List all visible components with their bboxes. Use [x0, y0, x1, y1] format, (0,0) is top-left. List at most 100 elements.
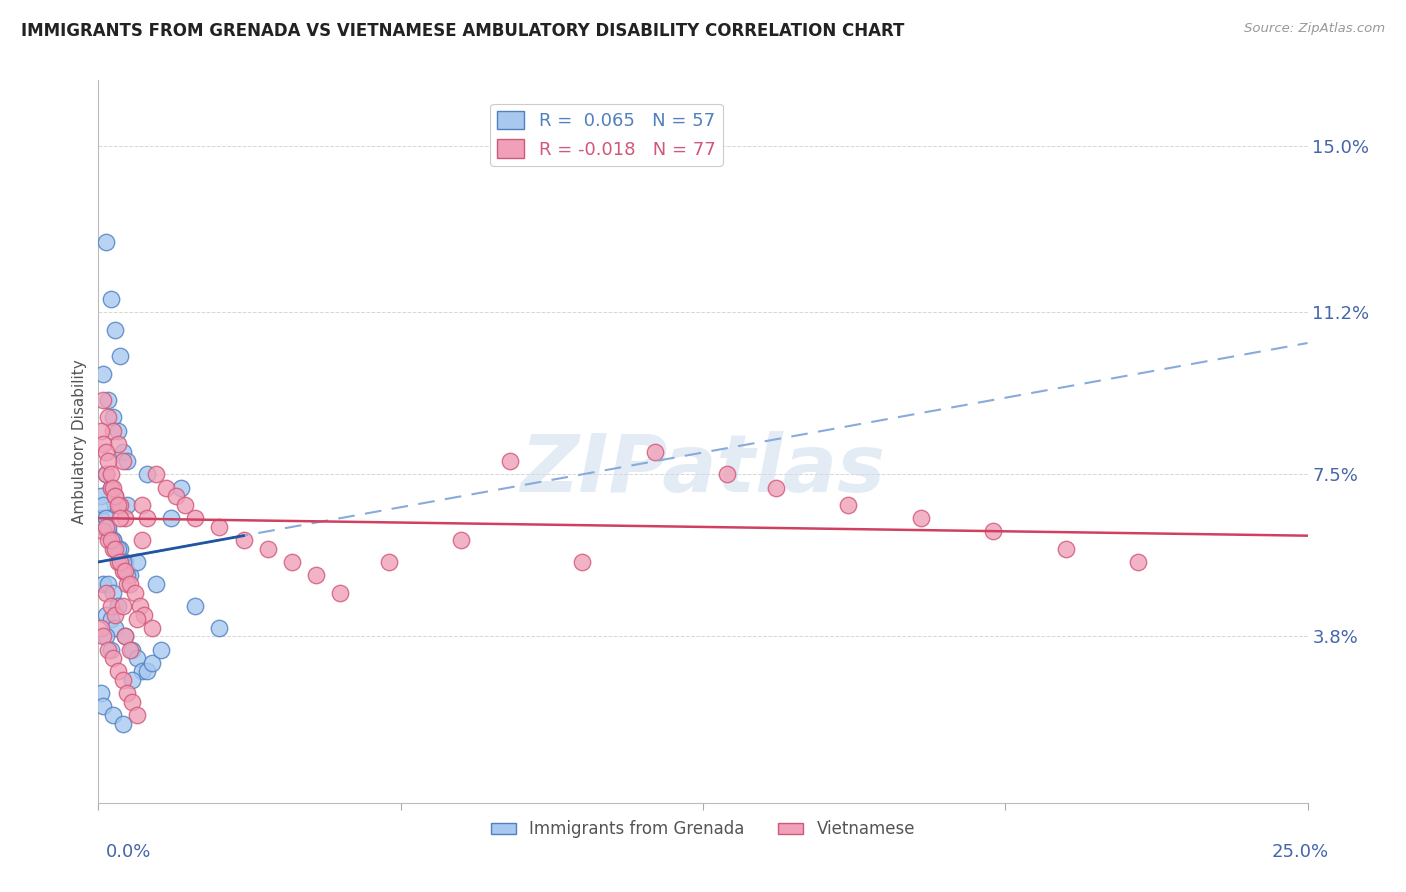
Text: 0.0%: 0.0% [105, 843, 150, 861]
Point [100, 481, 122, 495]
Point [1128, 555, 1150, 569]
Point [160, 511, 183, 525]
Point [104, 607, 127, 622]
Point [107, 498, 129, 512]
Point [94, 520, 117, 534]
Point [118, 642, 141, 657]
Point [91, 577, 114, 591]
Text: ZIPatlas: ZIPatlas [520, 432, 886, 509]
Point [91, 524, 114, 539]
Point [114, 511, 136, 525]
Point [101, 651, 124, 665]
Point [100, 533, 122, 547]
Point [97, 533, 120, 547]
Point [101, 481, 124, 495]
Point [114, 564, 136, 578]
Point [90, 511, 112, 525]
Point [910, 511, 932, 525]
Point [91, 367, 114, 381]
Point [108, 541, 131, 556]
Point [101, 410, 124, 425]
Point [141, 621, 163, 635]
Point [256, 541, 278, 556]
Point [107, 541, 129, 556]
Point [94, 467, 117, 482]
Point [150, 642, 173, 657]
Point [100, 481, 122, 495]
Point [127, 555, 149, 569]
Point [134, 607, 156, 622]
Point [450, 533, 472, 547]
Point [91, 498, 114, 512]
Point [97, 577, 120, 591]
Point [114, 629, 136, 643]
Point [114, 629, 136, 643]
Point [108, 349, 131, 363]
Point [111, 564, 134, 578]
Point [94, 607, 117, 622]
Point [94, 585, 117, 599]
Point [127, 708, 149, 723]
Point [111, 454, 134, 468]
Point [111, 717, 134, 731]
Point [90, 424, 112, 438]
Point [208, 520, 231, 534]
Point [101, 424, 124, 438]
Point [127, 612, 149, 626]
Point [97, 454, 120, 468]
Point [765, 481, 787, 495]
Point [101, 708, 124, 723]
Point [128, 599, 150, 613]
Point [91, 436, 114, 450]
Point [104, 541, 127, 556]
Point [107, 599, 129, 613]
Point [101, 533, 124, 547]
Point [101, 533, 124, 547]
Point [108, 498, 131, 512]
Point [117, 454, 139, 468]
Point [145, 467, 167, 482]
Point [97, 392, 120, 407]
Point [117, 686, 139, 700]
Point [124, 585, 146, 599]
Point [101, 585, 124, 599]
Point [174, 498, 197, 512]
Point [97, 410, 120, 425]
Text: Source: ZipAtlas.com: Source: ZipAtlas.com [1244, 22, 1385, 36]
Point [97, 524, 120, 539]
Point [94, 467, 117, 482]
Point [127, 651, 149, 665]
Point [104, 489, 127, 503]
Point [108, 555, 131, 569]
Point [94, 629, 117, 643]
Point [135, 511, 157, 525]
Point [716, 467, 738, 482]
Point [91, 629, 114, 643]
Point [114, 555, 136, 569]
Point [117, 568, 139, 582]
Point [107, 436, 129, 450]
Point [108, 511, 131, 525]
Point [101, 541, 124, 556]
Point [104, 489, 127, 503]
Point [100, 292, 122, 306]
Point [97, 642, 120, 657]
Point [111, 445, 134, 459]
Point [91, 392, 114, 407]
Point [232, 533, 254, 547]
Point [117, 577, 139, 591]
Point [305, 568, 328, 582]
Point [100, 642, 122, 657]
Point [644, 445, 666, 459]
Point [104, 621, 127, 635]
Point [100, 599, 122, 613]
Point [329, 585, 352, 599]
Point [91, 699, 114, 714]
Point [117, 498, 139, 512]
Point [377, 555, 399, 569]
Point [184, 511, 207, 525]
Y-axis label: Ambulatory Disability: Ambulatory Disability [72, 359, 87, 524]
Point [97, 520, 120, 534]
Point [165, 489, 187, 503]
Point [121, 642, 143, 657]
